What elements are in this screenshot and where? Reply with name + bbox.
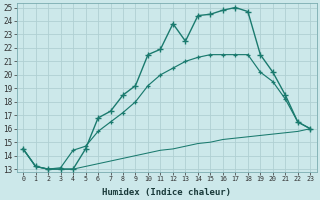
X-axis label: Humidex (Indice chaleur): Humidex (Indice chaleur) [102,188,231,197]
